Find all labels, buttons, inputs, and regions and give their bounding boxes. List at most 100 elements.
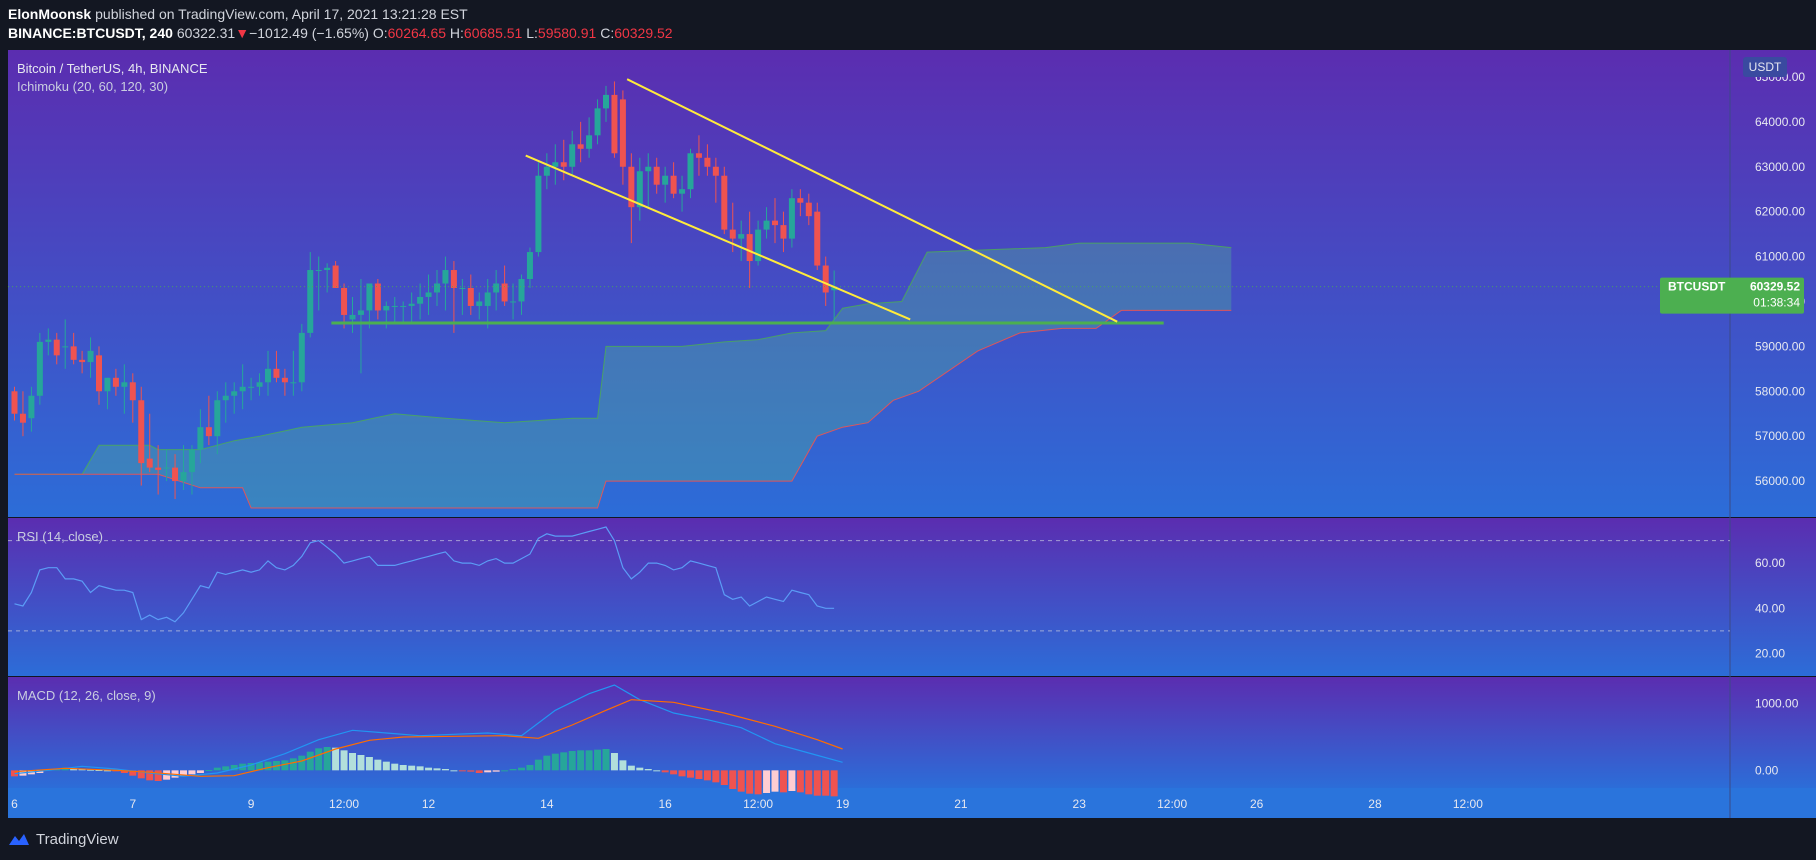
macd-histogram-bar (408, 765, 416, 771)
tradingview-footer[interactable]: TradingView (8, 828, 119, 850)
candle-body (501, 283, 508, 302)
candle (45, 328, 52, 356)
candle-body (391, 305, 398, 307)
macd-histogram-bar (475, 770, 483, 773)
candle-body (11, 391, 18, 414)
macd-histogram-bar (120, 770, 128, 773)
candle (214, 391, 221, 455)
candle (53, 332, 60, 365)
macd-histogram-bar (805, 770, 813, 795)
macd-histogram-bar (551, 753, 559, 771)
price-tick-label: 58000.00 (1755, 384, 1805, 398)
macd-histogram-bar (205, 770, 213, 771)
candle-body (687, 153, 694, 190)
candle (417, 283, 424, 320)
candle-body (788, 198, 795, 239)
price-tag: BTCUSDT 60329.52 01:38:34 (1660, 277, 1804, 314)
time-tick-label: 19 (836, 797, 850, 811)
macd-legend[interactable]: MACD (12, 26, close, 9) (17, 688, 156, 703)
macd-histogram-bar (526, 765, 534, 771)
candle-body (543, 166, 550, 176)
candle-body (814, 211, 821, 266)
candle (273, 350, 280, 383)
rsi-pane[interactable]: 20.00 40.00 60.00 (8, 526, 1785, 660)
macd-pane[interactable]: 0.00 1000.00 (11, 684, 1799, 797)
candle (552, 144, 559, 185)
candle (535, 162, 542, 257)
candle-body (163, 467, 170, 469)
price-tag-symbol: BTCUSDT (1668, 280, 1726, 294)
candle-body (172, 467, 179, 482)
macd-histogram-bar (399, 765, 407, 771)
candle (788, 189, 795, 248)
macd-histogram-bar (95, 770, 103, 771)
candle-body (586, 135, 593, 149)
macd-histogram-bar (568, 751, 576, 771)
candle (459, 279, 466, 315)
candle (577, 121, 584, 163)
macd-histogram-bar (103, 770, 111, 772)
time-tick-label: 12 (422, 797, 436, 811)
macd-histogram-bar (653, 770, 661, 772)
candle-body (315, 270, 322, 272)
ichimoku-legend[interactable]: Ichimoku (20, 60, 120, 30) (17, 79, 168, 94)
macd-pane-background (8, 677, 1816, 788)
time-tick-label: 23 (1073, 797, 1087, 811)
open-label: O: (372, 25, 388, 41)
candle-body (712, 166, 719, 176)
candle-body (19, 413, 26, 423)
candle-body (96, 355, 102, 392)
rsi-legend[interactable]: RSI (14, close) (17, 529, 103, 544)
candle (366, 283, 373, 329)
candle (408, 292, 415, 324)
time-axis-background (8, 788, 1816, 818)
macd-histogram-bar (729, 770, 737, 789)
currency-badge[interactable]: USDT (1749, 60, 1782, 74)
candle (391, 296, 398, 324)
macd-histogram-bar (264, 761, 272, 771)
macd-histogram-bar (695, 770, 703, 779)
chart-header: ElonMoonsk published on TradingView.com,… (0, 0, 1816, 48)
candle (357, 279, 364, 374)
candle (96, 346, 102, 405)
candle (738, 220, 745, 262)
price-pane[interactable]: 56000.0057000.0058000.0059000.0060000.00… (8, 70, 1805, 509)
candle (112, 368, 119, 396)
author-name[interactable]: ElonMoonsk (8, 6, 92, 22)
candle (121, 364, 128, 414)
candle (70, 332, 77, 365)
macd-histogram-bar (70, 768, 78, 771)
candle-body (434, 283, 440, 293)
macd-histogram-bar (222, 766, 230, 771)
published-text: published on TradingView.com, April 17, … (91, 6, 468, 22)
currency-badge-bg (1743, 57, 1787, 77)
ichimoku-span-b (14, 309, 1232, 509)
macd-histogram-bar (87, 769, 95, 771)
candle (645, 153, 652, 208)
candle-body (493, 283, 500, 293)
candle-body (569, 144, 576, 167)
candle (239, 364, 246, 410)
macd-histogram-bar (306, 751, 314, 771)
candle-body (87, 350, 94, 363)
candle-body (129, 382, 136, 401)
price-tick-label: 59000.00 (1755, 339, 1805, 353)
lower-trendline (525, 154, 911, 321)
candle-body (248, 386, 255, 388)
candle (721, 166, 728, 235)
macd-histogram-bar (619, 760, 627, 771)
candle-body (222, 395, 229, 401)
candle-body (121, 382, 128, 387)
macd-histogram-bar (180, 770, 187, 776)
candle-body (560, 162, 567, 167)
time-axis[interactable]: 6 7 9 12:00 12 14 16 12:00 19 21 23 12:00 26 28 12:00 (11, 797, 1483, 811)
candle (341, 283, 348, 329)
candle (104, 377, 111, 410)
candle (695, 135, 702, 176)
candle (205, 395, 212, 446)
macd-histogram-bar (678, 770, 686, 777)
candle (400, 301, 407, 324)
candle-body (324, 267, 331, 271)
price-tag-value: 60329.52 (1750, 280, 1800, 294)
